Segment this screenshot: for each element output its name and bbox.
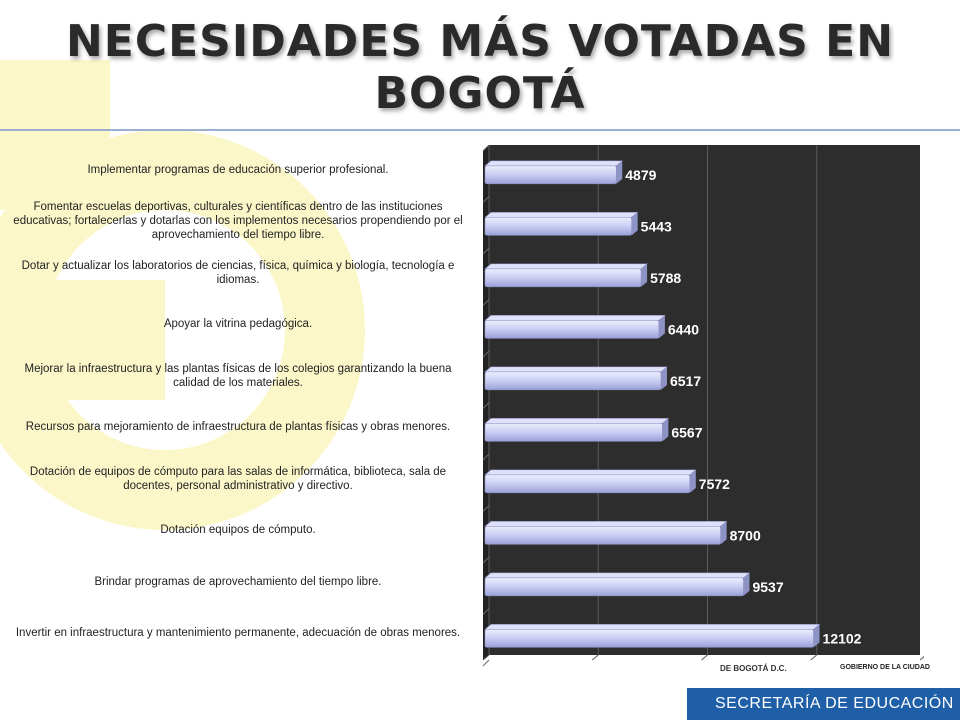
bar-top bbox=[484, 418, 670, 424]
bar bbox=[484, 474, 691, 494]
category-label: Implementar programas de educación super… bbox=[87, 163, 389, 176]
bar-value-label: 7572 bbox=[699, 476, 730, 492]
row-divider bbox=[482, 659, 490, 667]
gridline-floor bbox=[919, 656, 924, 661]
bar-value-label: 6440 bbox=[668, 321, 699, 337]
bar-end bbox=[720, 521, 727, 545]
gridline-floor bbox=[482, 654, 490, 661]
bar-chart: 4879 5443 5788 6440 6517 6567 7572 8700 9537 1210… bbox=[482, 145, 924, 667]
bar-end bbox=[689, 469, 696, 493]
bar-top bbox=[484, 263, 648, 270]
bar-value-label: 12102 bbox=[823, 630, 862, 646]
bar bbox=[484, 371, 662, 391]
bar-end bbox=[813, 624, 820, 648]
bar-value-label: 6517 bbox=[670, 373, 701, 389]
row-divider bbox=[482, 247, 490, 255]
row-divider bbox=[482, 299, 490, 306]
row-divider bbox=[482, 453, 490, 461]
category-labels: Implementar programas de educación super… bbox=[0, 145, 478, 670]
bar-top bbox=[484, 469, 697, 476]
bar-top bbox=[484, 572, 751, 579]
bar bbox=[484, 577, 744, 597]
bar-value-label: 9537 bbox=[752, 579, 783, 595]
bar-end bbox=[662, 418, 669, 442]
row-divider bbox=[482, 145, 490, 152]
category-label: Brindar programas de aprovechamiento del… bbox=[94, 575, 382, 588]
gridline-floor bbox=[810, 654, 818, 661]
bar-value-label: 5443 bbox=[641, 218, 672, 234]
page-title: NECESIDADES MÁS VOTADAS EN BOGOTÁ bbox=[65, 16, 895, 119]
bar-value-label: 8700 bbox=[730, 527, 761, 543]
row-divider bbox=[482, 196, 490, 203]
footer-city-text: DE BOGOTÁ D.C. bbox=[720, 664, 787, 673]
category-label: Dotación equipos de cómputo. bbox=[160, 524, 316, 537]
category-label: Dotación de equipos de cómputo para las … bbox=[29, 465, 447, 492]
bar-top bbox=[484, 160, 624, 167]
bar-end bbox=[743, 572, 750, 596]
brand-bar: SECRETARÍA DE EDUCACIÓN bbox=[687, 688, 960, 720]
bar-end bbox=[660, 366, 667, 390]
row-divider bbox=[482, 608, 490, 615]
row-divider bbox=[482, 505, 490, 512]
bar-end bbox=[631, 212, 638, 236]
category-label: Apoyar la vitrina pedagógica. bbox=[163, 318, 313, 331]
category-label: Recursos para mejoramiento de infraestru… bbox=[25, 421, 451, 434]
bar-value-label: 4879 bbox=[625, 167, 656, 183]
bar-end bbox=[641, 263, 648, 287]
bar-top bbox=[484, 212, 639, 218]
bar-end bbox=[658, 315, 665, 339]
bar-top bbox=[484, 366, 668, 373]
gridline-floor bbox=[701, 654, 708, 661]
category-label: Mejorar la infraestructura y las plantas… bbox=[24, 362, 452, 389]
category-label: Invertir en infraestructura y mantenimie… bbox=[15, 627, 461, 640]
bar bbox=[484, 526, 721, 545]
bar bbox=[484, 320, 660, 339]
bar-value-label: 5788 bbox=[650, 270, 681, 286]
bar bbox=[484, 268, 642, 288]
footer-government-text: GOBIERNO DE LA CIUDAD bbox=[840, 664, 930, 671]
row-divider bbox=[482, 556, 490, 564]
bar-top bbox=[484, 624, 821, 630]
row-divider bbox=[482, 350, 490, 358]
bar bbox=[484, 217, 632, 236]
category-label: Dotar y actualizar los laboratorios de c… bbox=[21, 259, 455, 286]
title-divider bbox=[0, 129, 960, 131]
bar-value-label: 6567 bbox=[671, 424, 702, 440]
category-label: Fomentar escuelas deportivas, culturales… bbox=[13, 201, 463, 242]
bar-top bbox=[484, 315, 666, 321]
bar bbox=[484, 423, 663, 442]
bar bbox=[484, 629, 814, 648]
bar bbox=[484, 165, 617, 185]
bar-top bbox=[484, 521, 728, 527]
row-divider bbox=[482, 402, 490, 409]
bar-end bbox=[616, 160, 623, 184]
gridline-floor bbox=[591, 654, 599, 661]
